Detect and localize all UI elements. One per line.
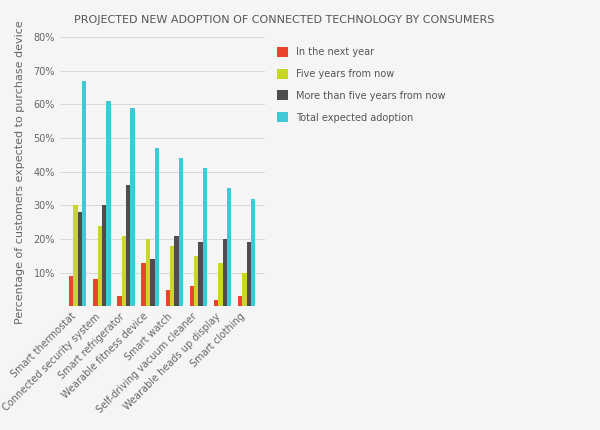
Bar [203,168,207,306]
Bar [242,273,247,306]
Bar [170,246,175,306]
Bar [78,212,82,306]
Bar [93,280,98,306]
Bar [166,289,170,306]
Bar [82,81,86,306]
Bar [251,199,256,306]
Y-axis label: Percentage of customers expected to purchase device: Percentage of customers expected to purc… [15,20,25,323]
Bar [130,108,135,306]
Bar [175,236,179,306]
Bar [238,296,242,306]
Bar [106,101,110,306]
Bar [227,188,232,306]
Legend: In the next year, Five years from now, More than five years from now, Total expe: In the next year, Five years from now, M… [272,42,451,128]
Bar [69,276,73,306]
Bar [122,236,126,306]
Bar [223,239,227,306]
Bar [142,263,146,306]
Bar [118,296,122,306]
Bar [199,243,203,306]
Bar [194,256,199,306]
Bar [214,300,218,306]
Bar [98,225,102,306]
Bar [179,158,183,306]
Bar [73,205,78,306]
Bar [150,259,155,306]
Bar [247,243,251,306]
Bar [155,148,159,306]
Bar [102,205,106,306]
Text: PROJECTED NEW ADOPTION OF CONNECTED TECHNOLOGY BY CONSUMERS: PROJECTED NEW ADOPTION OF CONNECTED TECH… [74,15,494,25]
Bar [146,239,150,306]
Bar [218,263,223,306]
Bar [190,286,194,306]
Bar [126,185,130,306]
